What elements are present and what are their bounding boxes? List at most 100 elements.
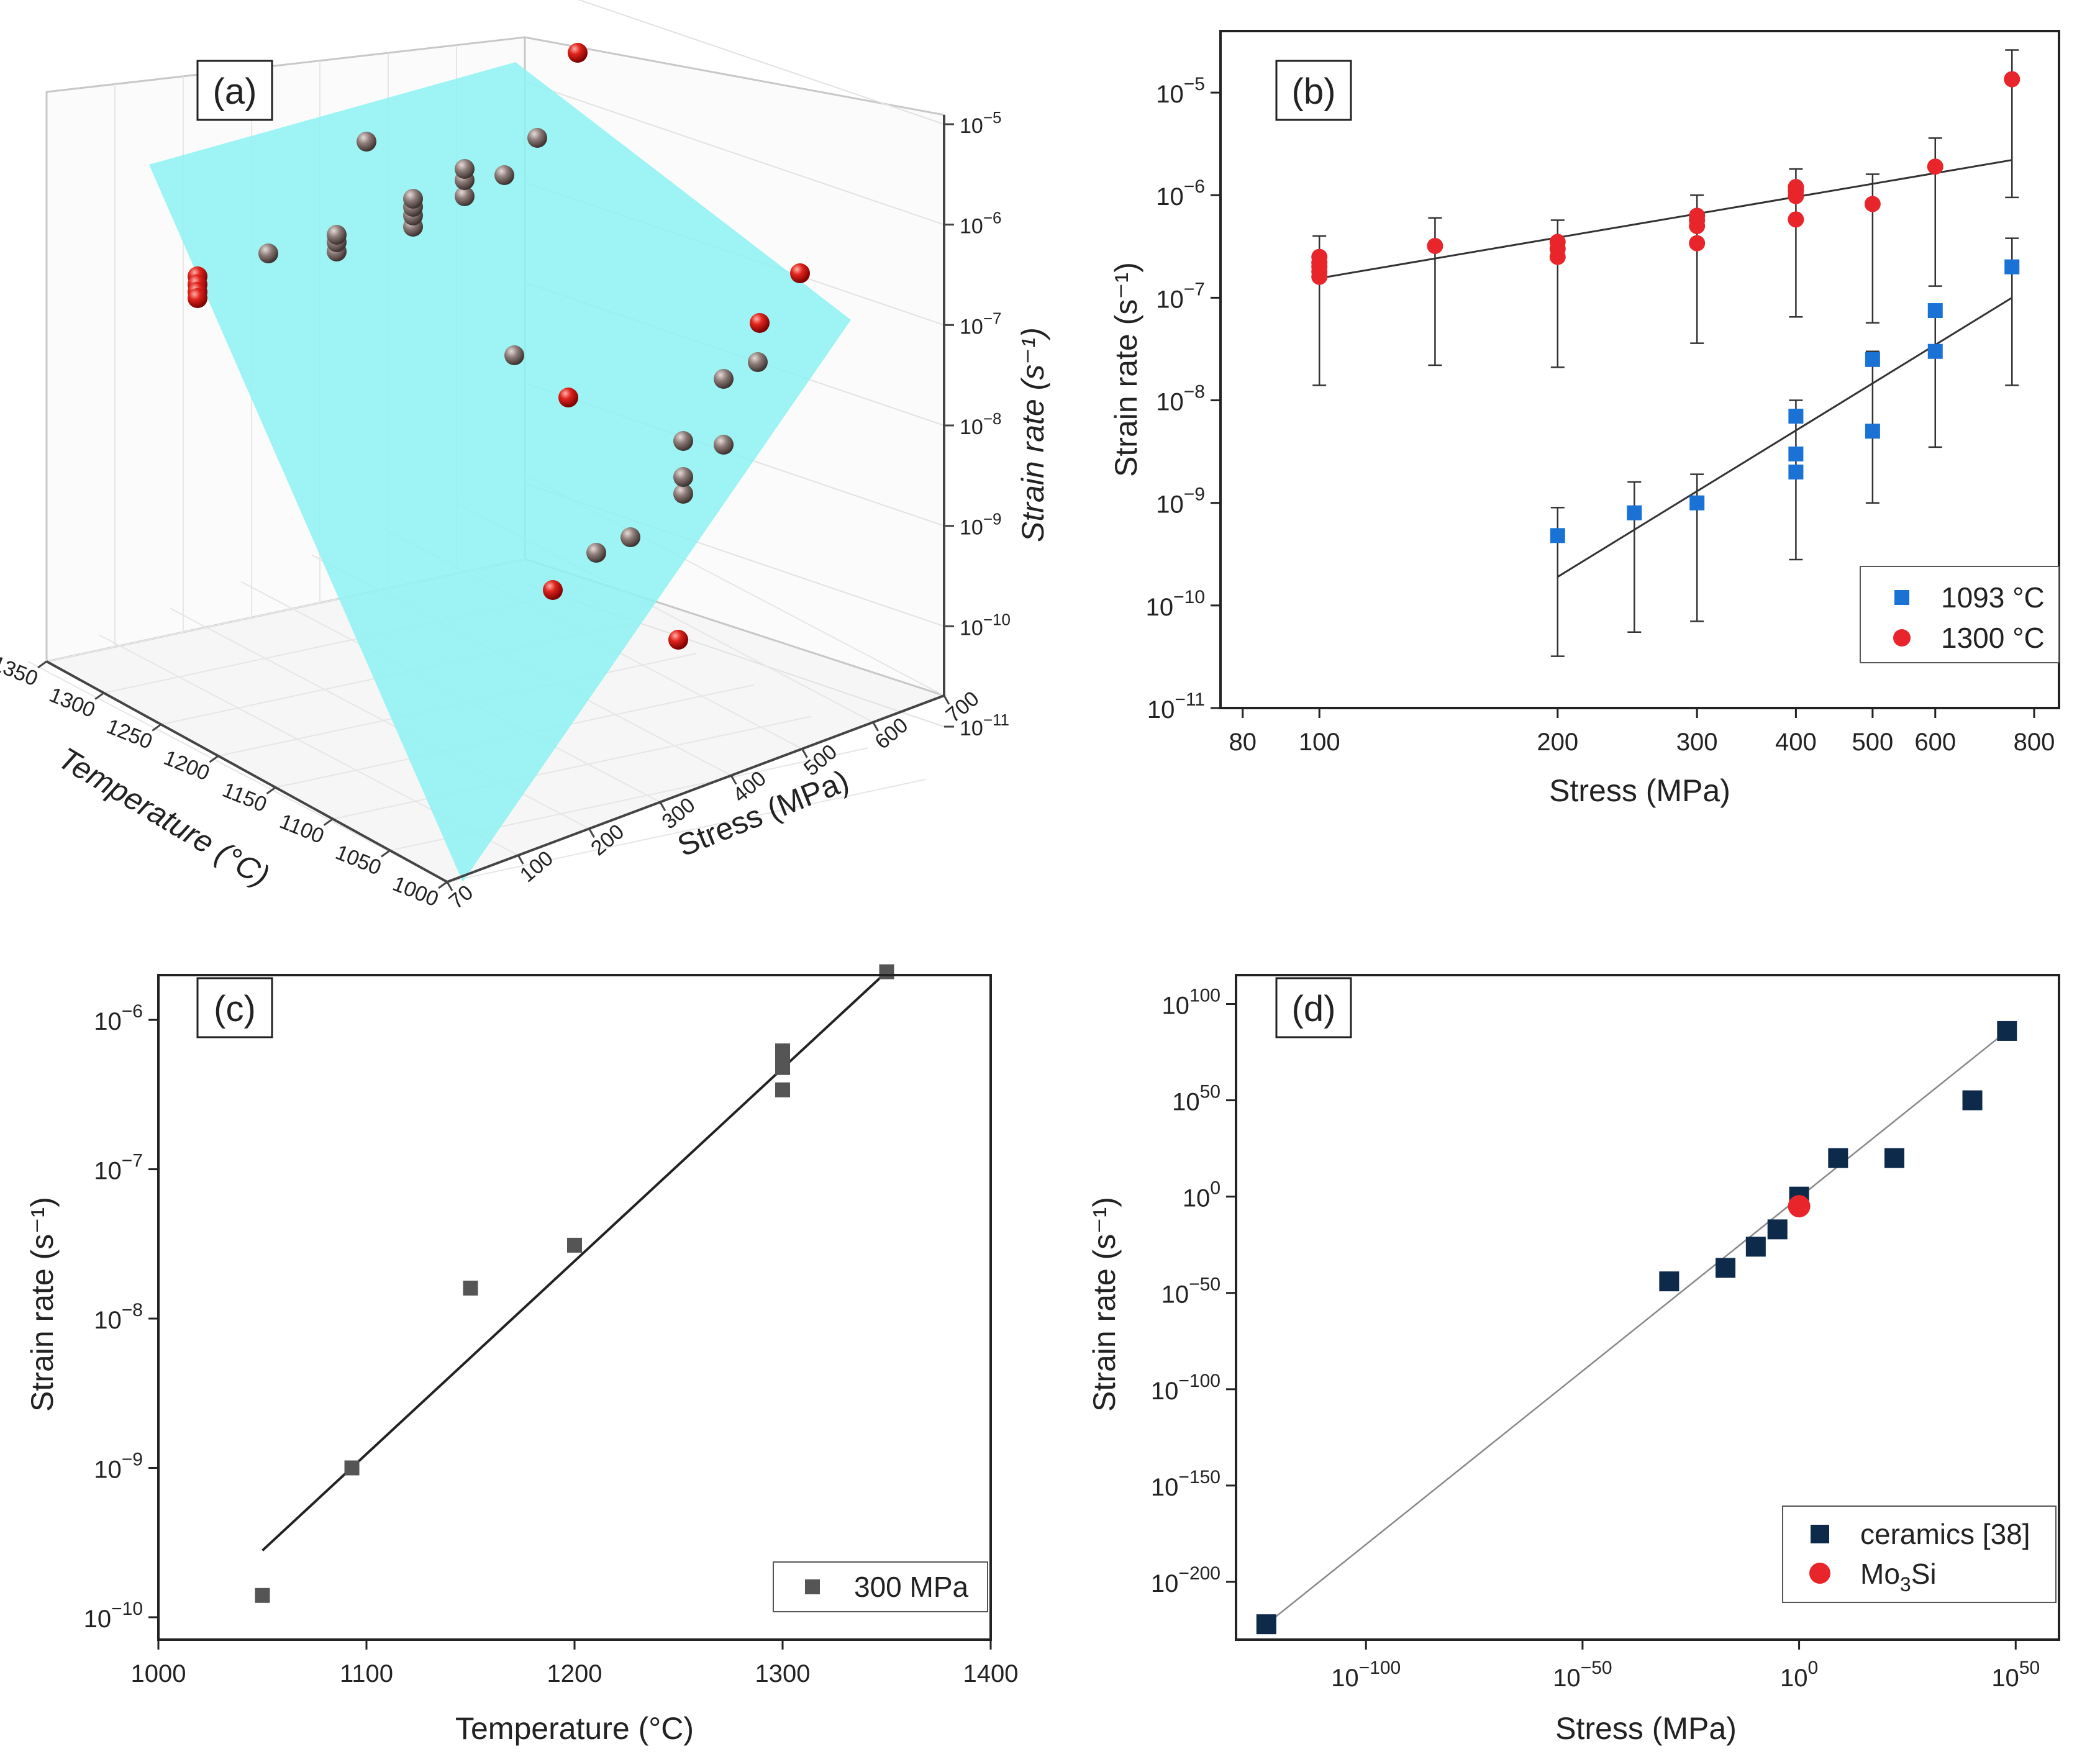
- panel-b-point-1093: [1927, 303, 1943, 319]
- panel-d-y-tick-label: 10−50: [1161, 1274, 1220, 1309]
- panel-d-point-ceramics: [1716, 1258, 1736, 1278]
- panel-b-y-tick-label: 10−6: [1156, 176, 1205, 211]
- panel-b-label: (b): [1292, 71, 1336, 112]
- panel-b-point-1093: [1865, 424, 1880, 439]
- a-sphere-gray: [748, 352, 768, 372]
- panel-b-points: [1311, 71, 2020, 543]
- temperature-axis: [46, 660, 448, 883]
- a-temp-tick: [94, 692, 105, 700]
- panel-d-point-ceramics: [1997, 1020, 2017, 1041]
- a-sphere-gray: [586, 543, 606, 563]
- panel-b-x-tick-label: 100: [1299, 729, 1340, 756]
- panel-b-point-1300: [1427, 237, 1443, 254]
- panel-c-point: [463, 1280, 478, 1296]
- panel-b-x-tick-label: 300: [1676, 729, 1718, 756]
- a-sphere-red: [188, 288, 207, 308]
- panel-d-x-tick-label: 10−100: [1331, 1658, 1401, 1692]
- panel-b-y-tick-label: 10−9: [1156, 484, 1205, 519]
- a-z-tick-label: 10−6: [960, 209, 1001, 238]
- a-temp-tick-label: 1050: [332, 840, 384, 880]
- fitted-plane: [149, 62, 851, 882]
- panel-d-y-label: Strain rate (s⁻¹): [1087, 1197, 1122, 1412]
- a-sphere-gray: [673, 484, 693, 504]
- legend-ceramics-label: ceramics [38]: [1860, 1518, 2030, 1550]
- a-grid-line: [332, 715, 811, 820]
- panel-b-y-tick-label: 10−10: [1146, 587, 1205, 621]
- a-z-tick-label: 10−10: [960, 610, 1011, 640]
- panel-c-x-tick-label: 1000: [131, 1660, 186, 1687]
- legend-mo3si-marker: [1809, 1563, 1830, 1584]
- panel-c-y-tick-label: 10−6: [94, 1001, 143, 1035]
- panel-b-point-1300: [1689, 207, 1706, 224]
- panel-b-point-1093: [1788, 446, 1804, 461]
- panel-b: 80 100 200 300 400 500 600 800 10−11 10−10 10−9 10−…: [1109, 30, 2060, 808]
- panel-d-legend: [1782, 1505, 2057, 1603]
- panel-b-point-1300: [1549, 234, 1566, 250]
- panel-c: 1000 1100 1200 1300 1400 10−10 10−9 10−8 10−7 10−…: [25, 964, 1019, 1746]
- panel-a-label: (a): [213, 71, 257, 112]
- a-stress-tick: [801, 748, 808, 758]
- panel-c-x-label: Temperature (°C): [455, 1711, 694, 1746]
- panel-c-x-tick-label: 1200: [547, 1660, 602, 1687]
- panel-b-x-tick-label: 500: [1852, 729, 1894, 756]
- panel-d-points: [1256, 1020, 2017, 1635]
- a-temp-tick-label: 1350: [0, 652, 41, 691]
- panel-b-point-1300: [1311, 248, 1328, 265]
- a-z-tick-label: 10−9: [960, 510, 1001, 540]
- a-sphere-gray: [357, 132, 376, 152]
- a-sphere-gray: [327, 225, 347, 245]
- a-grid-line: [524, 81, 945, 225]
- panel-b-point-1093: [1689, 495, 1705, 511]
- panel-d-point-ceramics: [1659, 1271, 1680, 1292]
- panel-b-point-1093: [1550, 528, 1565, 543]
- panel-c-y-tick-label: 10−8: [94, 1300, 143, 1334]
- a-sphere-red: [543, 580, 563, 600]
- panel-d-label: (d): [1292, 989, 1336, 1029]
- panel-d-x-tick-label: 10−50: [1553, 1658, 1612, 1692]
- a-stress-tick: [730, 774, 737, 785]
- panel-c-point: [255, 1587, 270, 1603]
- a-sphere-gray: [527, 128, 547, 148]
- panel-c-point: [879, 964, 894, 979]
- a-temp-tick-label: 1150: [219, 778, 270, 817]
- panel-c-y-tick-label: 10−9: [94, 1449, 143, 1483]
- a-grid-line: [577, 0, 945, 125]
- panel-b-point-1300: [1788, 179, 1804, 196]
- panel-c-y-label: Strain rate (s⁻¹): [25, 1197, 60, 1412]
- a-temp-tick: [266, 786, 276, 795]
- z-axis-label: Strain rate (s⁻¹): [1016, 327, 1050, 542]
- panel-d-point-ceramics: [1884, 1148, 1904, 1168]
- a-z-tick-label: 10−8: [960, 409, 1001, 439]
- legend-1300-marker: [1893, 629, 1911, 647]
- panel-b-x-tick-label: 400: [1775, 729, 1817, 756]
- panel-d-point-ceramics: [1828, 1148, 1848, 1168]
- a-stress-tick: [517, 855, 524, 865]
- a-stress-tick: [446, 881, 453, 891]
- panel-b-fit-line: [1319, 159, 2012, 279]
- panel-c-y-tick-label: 10−7: [94, 1151, 143, 1185]
- panel-c-frame: [157, 974, 992, 1641]
- a-temp-tick-label: 1200: [160, 746, 212, 786]
- panel-c-label-box: [196, 977, 273, 1038]
- a-sphere-red: [790, 263, 810, 283]
- a-temp-tick-label: 1000: [389, 872, 442, 912]
- a-sphere-gray: [455, 159, 475, 179]
- legend-1300-label: 1300 °C: [1941, 622, 2045, 654]
- panel-b-point-1300: [1864, 196, 1881, 212]
- panel-d-point-ceramics: [1767, 1219, 1788, 1240]
- a-sphere-gray: [714, 435, 734, 455]
- a-sphere-red: [668, 630, 688, 650]
- panel-d-y-tick-label: 1050: [1172, 1082, 1220, 1116]
- legend-mo3si-label: Mo3Si: [1860, 1558, 1937, 1596]
- panel-d-point-mo3si: [1788, 1195, 1811, 1218]
- data-spheres: [188, 43, 810, 650]
- a-temp-tick: [37, 660, 47, 669]
- a-sphere-red: [568, 43, 588, 63]
- panel-d-x-tick-label: 1050: [1991, 1658, 2040, 1692]
- a-sphere-red: [558, 388, 578, 407]
- panel-b-y-tick-label: 10−7: [1156, 279, 1205, 313]
- panel-c-x-tick-label: 1400: [963, 1660, 1019, 1687]
- a-temp-tick: [209, 755, 219, 763]
- panel-d-fit-line: [1266, 1030, 2008, 1625]
- legend-ceramics-marker: [1811, 1525, 1829, 1543]
